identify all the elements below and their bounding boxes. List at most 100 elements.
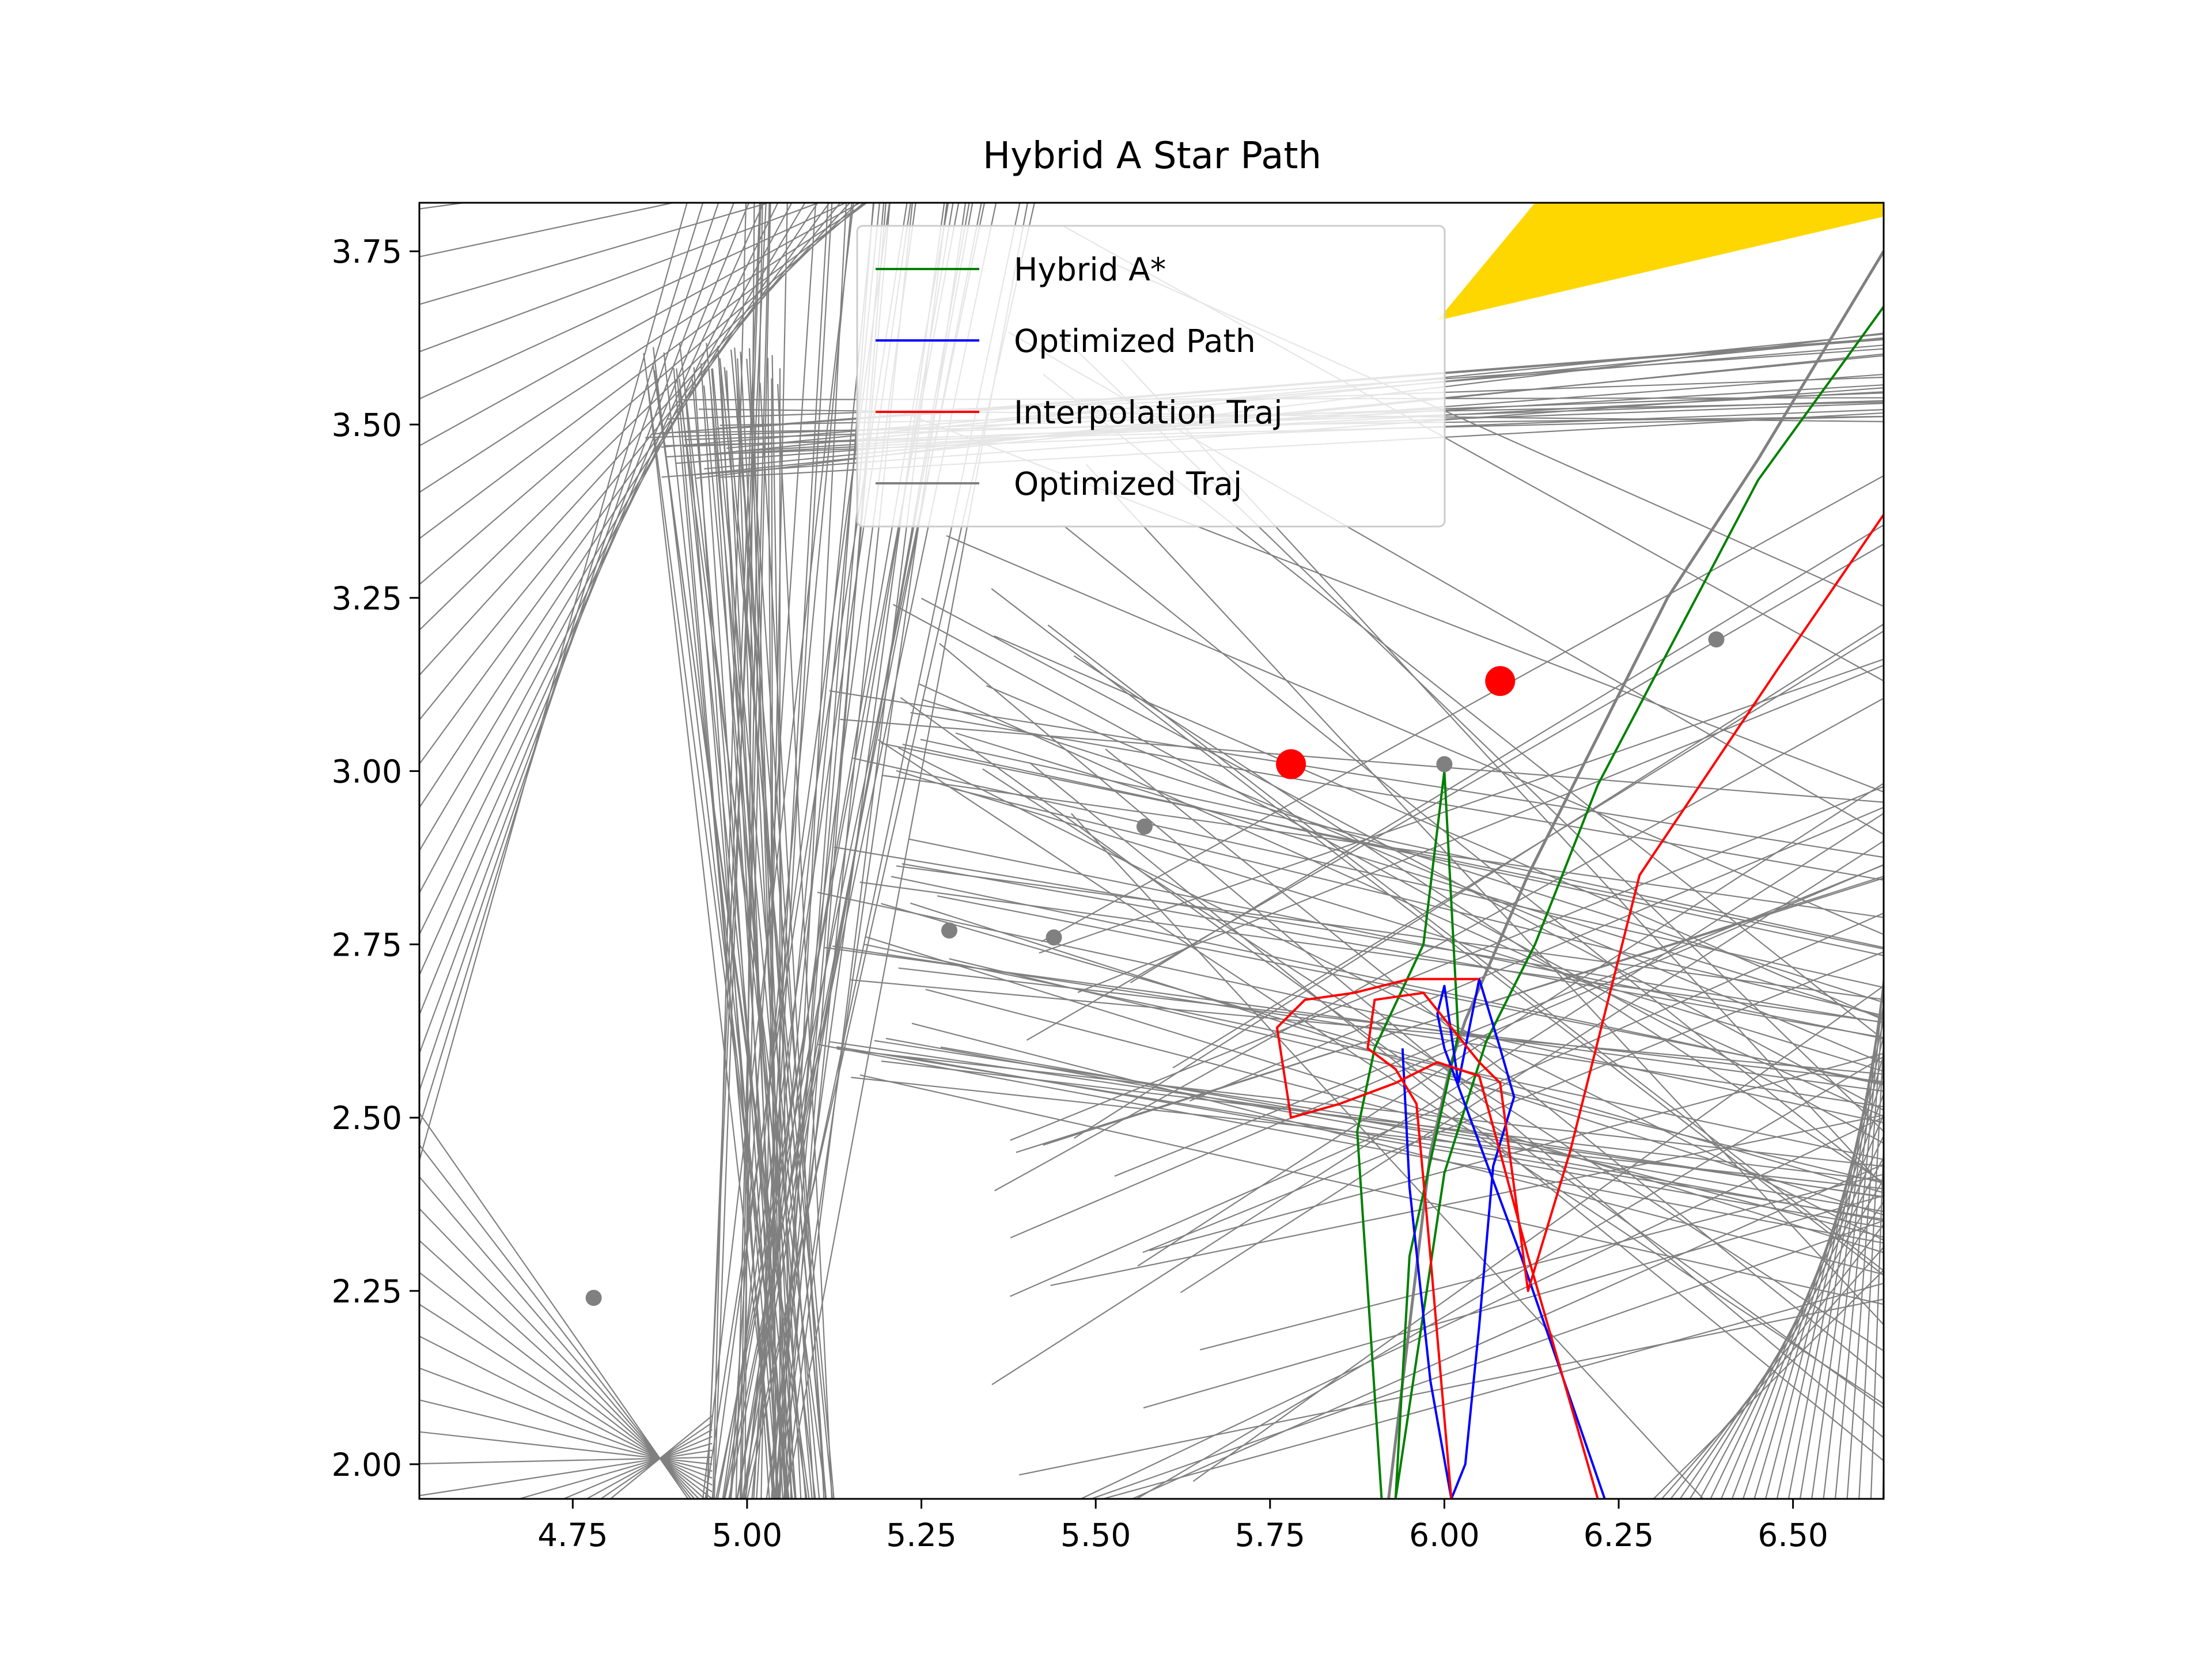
- legend-box: [856, 225, 1446, 528]
- iteration-line: [1753, 1052, 1884, 1499]
- iteration-line: [693, 367, 770, 1499]
- iteration-line: [419, 203, 764, 977]
- iteration-line: [756, 203, 833, 1499]
- series-line-interpolation-traj-segment: [1275, 978, 1599, 1499]
- iteration-line: [1823, 972, 1884, 1499]
- iteration-line: [706, 203, 767, 1499]
- iteration-line: [419, 203, 851, 676]
- iteration-line: [752, 383, 789, 1499]
- iteration-line: [419, 203, 819, 809]
- iteration-line: [904, 1056, 1884, 1228]
- iteration-line: [1652, 1269, 1884, 1499]
- iteration-line: [679, 378, 796, 1499]
- iteration-line: [1079, 1116, 1884, 1499]
- iteration-line: [1661, 1246, 1884, 1499]
- iteration-line: [609, 1415, 713, 1499]
- iteration-line: [771, 355, 792, 1499]
- y-tick-label: 2.50: [332, 1100, 402, 1137]
- x-axis: 4.75 5.00 5.25 5.50 5.75 6.00 6.25 6.50: [537, 1499, 1828, 1554]
- iteration-line: [419, 203, 806, 852]
- iteration-line: [865, 936, 1884, 1253]
- chart-title: Hybrid A Star Path: [983, 135, 1321, 177]
- x-tick-label: 5.25: [886, 1517, 956, 1554]
- iteration-line: [1731, 1092, 1884, 1499]
- series-line-interpolation-traj: [1366, 514, 1884, 1499]
- iteration-line: [419, 203, 842, 721]
- iteration-line: [647, 385, 777, 1499]
- iteration-line: [673, 368, 775, 1499]
- iteration-line: [419, 203, 771, 305]
- iteration-line: [419, 203, 868, 540]
- iteration-line: [911, 1022, 1884, 1275]
- iteration-line: [1858, 1029, 1884, 1499]
- iteration-line: [711, 368, 820, 1499]
- iteration-line: [946, 535, 1884, 935]
- legend-label: Interpolation Traj: [1014, 394, 1283, 431]
- iteration-line: [419, 203, 821, 353]
- iteration-line: [1130, 524, 1884, 983]
- iteration-line: [1041, 475, 1884, 942]
- iteration-line: [419, 203, 868, 494]
- iteration-line: [1085, 464, 1884, 1326]
- iteration-line: [702, 203, 854, 1499]
- iteration-line: [1189, 806, 1884, 1102]
- iteration-line: [419, 203, 862, 447]
- iteration-line: [1870, 1127, 1884, 1499]
- series-layer: [1275, 250, 1884, 1499]
- iteration-line: [706, 343, 813, 1499]
- iteration-line: [994, 697, 1884, 1192]
- iteration-line: [851, 1077, 1884, 1190]
- iteration-line: [850, 979, 1884, 1075]
- iteration-line: [991, 588, 1884, 1277]
- iteration-line: [1742, 1071, 1884, 1499]
- y-tick-label: 3.75: [332, 233, 402, 270]
- iteration-line: [1764, 1033, 1884, 1499]
- iteration-line: [419, 203, 847, 400]
- x-tick-label: 6.00: [1409, 1517, 1479, 1554]
- legend-entries: Hybrid A* Optimized Path Interpolation Tra…: [876, 251, 1283, 502]
- iteration-line: [1105, 748, 1884, 1380]
- gray-marker: [1136, 818, 1153, 835]
- iteration-line: [949, 958, 1884, 1184]
- y-tick-label: 2.75: [332, 926, 402, 963]
- gray-marker: [585, 1290, 602, 1306]
- iteration-line: [419, 203, 831, 766]
- legend-label: Optimized Traj: [1014, 465, 1242, 502]
- iteration-line: [1100, 1282, 1884, 1499]
- marker-layer: [585, 631, 1725, 1306]
- x-tick-label: 4.75: [537, 1517, 608, 1554]
- iteration-line: [719, 358, 834, 1499]
- iteration-line: [939, 643, 1884, 1439]
- iteration-line: [736, 381, 778, 1499]
- iteration-line: [1047, 624, 1884, 1272]
- y-tick-label: 2.25: [332, 1273, 402, 1310]
- x-tick-label: 6.50: [1758, 1517, 1828, 1554]
- x-tick-label: 5.50: [1060, 1517, 1131, 1554]
- iteration-line: [1192, 985, 1884, 1482]
- iteration-line: [703, 385, 806, 1499]
- iteration-line: [955, 732, 1884, 1018]
- iteration-line: [829, 690, 1884, 858]
- obstacle-layer: [1437, 203, 1884, 321]
- iteration-line: [1180, 840, 1884, 1293]
- series-line-optimized-path: [1401, 978, 1606, 1499]
- y-tick-label: 2.00: [332, 1446, 402, 1483]
- iteration-line: [1137, 782, 1884, 1267]
- iteration-line: [921, 597, 1884, 1111]
- y-tick-label: 3.25: [332, 580, 402, 617]
- iteration-line: [419, 203, 779, 936]
- iteration-line: [1142, 951, 1884, 1253]
- iteration-line: [1009, 912, 1884, 1297]
- iteration-line: [885, 1037, 1884, 1222]
- y-tick-label: 3.50: [332, 407, 402, 444]
- iteration-line: [877, 739, 1884, 1405]
- iteration-line: [1143, 1195, 1884, 1409]
- iteration-line: [1073, 623, 1884, 1139]
- iteration-line: [1776, 1016, 1884, 1499]
- x-tick-label: 5.75: [1235, 1517, 1305, 1554]
- iteration-line: [902, 744, 1884, 956]
- iteration-line: [982, 768, 1884, 1352]
- iteration-line: [1669, 1223, 1884, 1499]
- iteration-line: [1834, 974, 1884, 1499]
